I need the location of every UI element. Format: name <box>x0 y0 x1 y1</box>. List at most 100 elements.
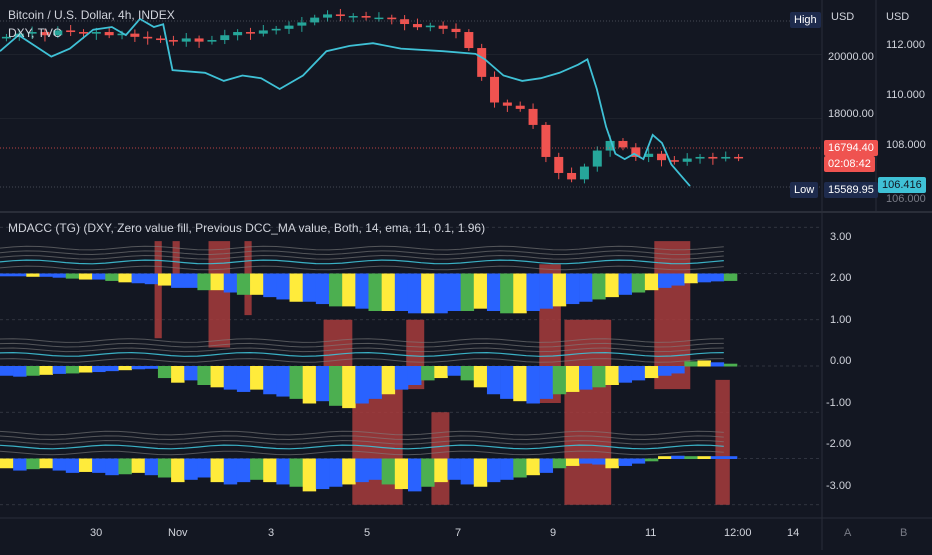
indicator-area-segment <box>394 273 409 311</box>
main-title[interactable]: Bitcoin / U.S. Dollar, 4h, INDEX <box>8 8 175 22</box>
current-price-badge: 16794.40 <box>824 140 878 156</box>
indicator-area-segment <box>486 458 501 483</box>
indicator-area-segment <box>500 458 514 480</box>
indicator-area-segment <box>723 456 738 459</box>
time-label-14: 14 <box>787 527 800 539</box>
ind-tick-2: 2.00 <box>830 272 852 284</box>
indicator-area-segment <box>92 458 106 473</box>
indicator-area-segment <box>250 273 264 295</box>
candle-body <box>78 32 88 34</box>
indicator-area-segment <box>671 455 685 459</box>
candle-body <box>502 102 512 106</box>
indicator-area-segment <box>118 366 132 371</box>
price-unit-right: USD <box>886 11 910 23</box>
candle-body <box>233 32 243 36</box>
indicator-area-segment <box>407 366 422 385</box>
indicator-area-segment <box>539 273 554 309</box>
indicator-area-segment <box>0 273 14 277</box>
indicator-area-segment <box>579 366 593 390</box>
indicator-band-line <box>0 245 724 251</box>
candle-body <box>669 160 679 162</box>
indicator-area-segment <box>355 458 369 483</box>
indicator-area-segment <box>144 273 159 285</box>
candle-body <box>91 32 101 34</box>
candle-body <box>708 156 718 159</box>
candle-body <box>541 124 551 157</box>
indicator-area-segment <box>210 366 225 388</box>
indicator-area-segment <box>381 366 396 395</box>
indicator-area-segment <box>26 273 40 277</box>
indicator-area-segment <box>78 273 93 280</box>
candle-body <box>734 156 744 159</box>
indicator-area-segment <box>184 366 198 381</box>
indicator-title[interactable]: MDACC (TG) (DXY, Zero value fill, Previo… <box>8 221 486 235</box>
indicator-area-segment <box>223 273 238 293</box>
candle-body <box>181 38 191 42</box>
indicator-area-segment <box>157 366 172 379</box>
indicator-area-segment <box>368 273 382 311</box>
settings-b-button[interactable]: B <box>900 527 908 539</box>
dxy-current-badge: 106.416 <box>878 177 926 193</box>
indicator-area-segment <box>276 458 290 485</box>
indicator-area-segment <box>289 458 303 487</box>
indicator-area-segment <box>605 366 619 385</box>
indicator-area-segment <box>631 458 646 464</box>
indicator-highlight-bar <box>172 241 180 279</box>
indicator-area-segment <box>618 458 633 466</box>
indicator-area-segment <box>723 363 738 367</box>
indicator-area-segment <box>710 362 725 367</box>
candle-body <box>490 76 500 103</box>
indicator-area-segment <box>618 366 633 383</box>
time-label-7: 7 <box>455 527 462 539</box>
right-tick-110: 110.000 <box>886 89 925 101</box>
indicator-area-segment <box>368 366 382 399</box>
candle-body <box>220 35 230 41</box>
indicator-area-segment <box>460 366 475 381</box>
indicator-area-segment <box>526 273 540 311</box>
auto-scale-button[interactable]: A <box>844 527 852 539</box>
btc-candles <box>1 8 744 184</box>
indicator-area-segment <box>157 458 172 478</box>
indicator-area-segment <box>197 458 211 478</box>
indicator-area-segment <box>710 456 725 459</box>
left-tick-20000: 20000.00 <box>828 51 874 63</box>
indicator-band-line <box>0 439 724 445</box>
indicator-area-segment <box>565 366 580 392</box>
ind-tick-m3: -3.00 <box>826 480 852 492</box>
indicator-area-segment <box>39 366 53 375</box>
indicator-area-segment <box>539 458 554 473</box>
time-label-11: 11 <box>645 527 657 539</box>
indicator-area-segment <box>39 458 53 469</box>
candle-body <box>323 14 333 18</box>
indicator-area-segment <box>236 458 251 483</box>
candle-body <box>387 17 397 20</box>
indicator-area-segment <box>342 273 356 307</box>
countdown-badge: 02:08:42 <box>824 156 875 172</box>
candle-body <box>592 150 602 167</box>
indicator-area-segment <box>52 273 67 278</box>
candle-body <box>451 28 461 33</box>
indicator-area-segment <box>658 366 672 376</box>
indicator-area-segment <box>263 273 277 298</box>
indicator-area-segment <box>223 458 238 485</box>
overlay-title[interactable]: DXY, TVC <box>8 26 62 40</box>
indicator-area-segment <box>473 273 488 309</box>
indicator-area-segment <box>434 458 448 483</box>
time-label-5: 5 <box>364 527 371 539</box>
candle-body <box>156 38 166 41</box>
indicator-area-segment <box>329 458 343 487</box>
indicator-area-segment <box>592 458 606 465</box>
indicator-area-segment <box>92 273 106 280</box>
low-label: Low <box>790 182 819 198</box>
indicator-area-segment <box>144 458 159 476</box>
indicator-area-segment <box>500 273 514 314</box>
candle-body <box>644 153 654 157</box>
candle-body <box>400 19 410 25</box>
price-grid <box>0 54 822 119</box>
indicator-area-segment <box>118 458 132 475</box>
indicator-area-segment <box>526 458 540 476</box>
indicator-area-segment <box>13 273 27 277</box>
indicator-area-segment <box>526 366 540 404</box>
indicator-band-line <box>0 351 724 357</box>
